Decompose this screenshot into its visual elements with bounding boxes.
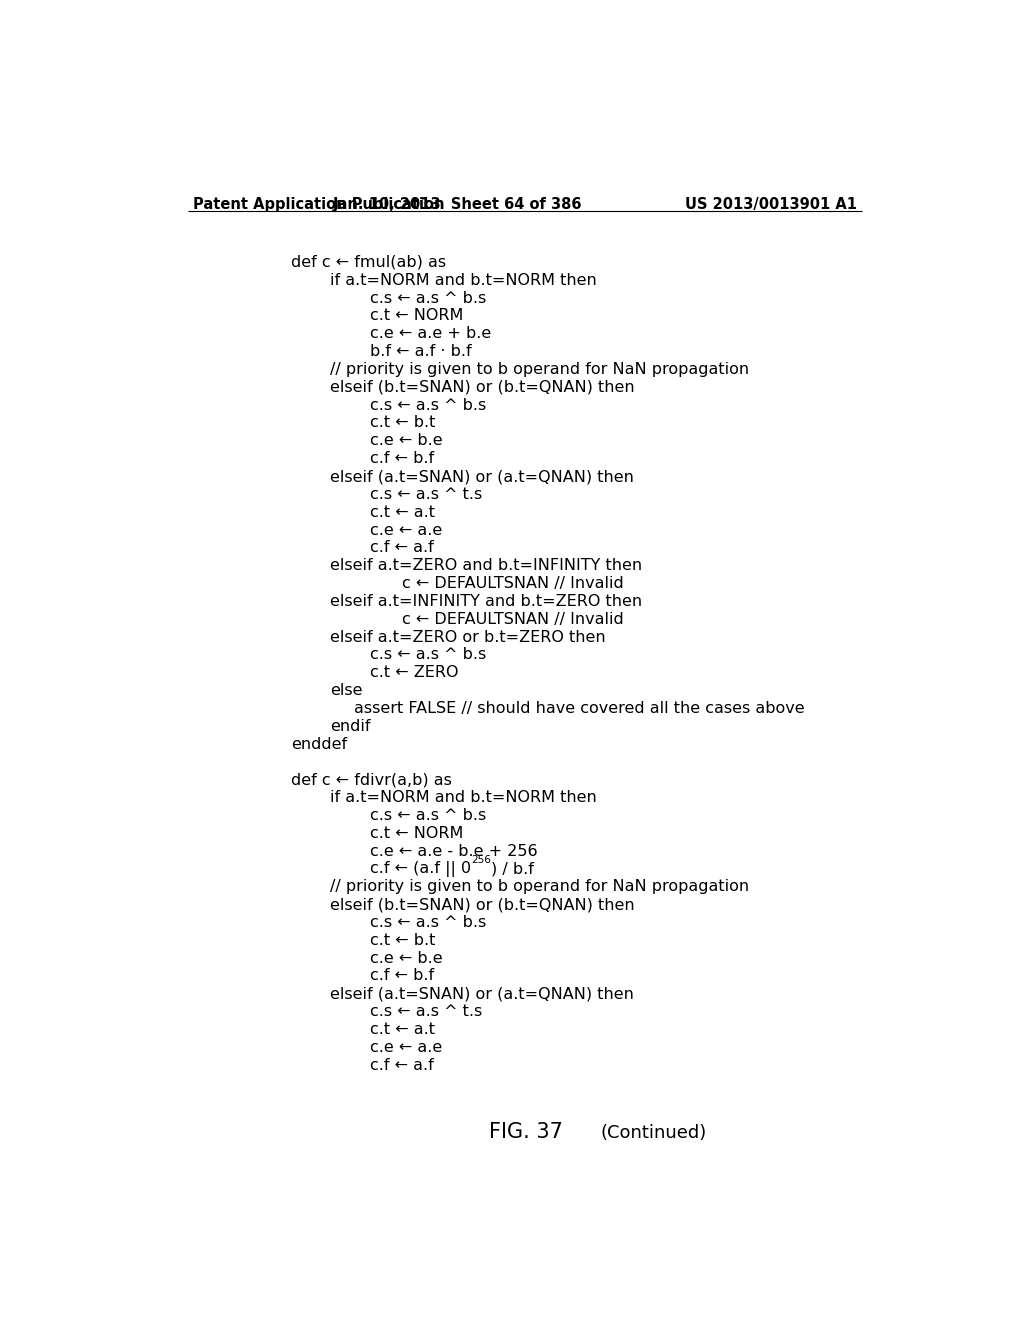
Text: elseif (b.t=SNAN) or (b.t=QNAN) then: elseif (b.t=SNAN) or (b.t=QNAN) then — [331, 380, 635, 395]
Text: c.t ← a.t: c.t ← a.t — [370, 1022, 435, 1038]
Text: c.s ← a.s ^ b.s: c.s ← a.s ^ b.s — [370, 397, 486, 413]
Text: assert FALSE // should have covered all the cases above: assert FALSE // should have covered all … — [354, 701, 805, 715]
Text: // priority is given to b operand for NaN propagation: // priority is given to b operand for Na… — [331, 879, 750, 894]
Text: FIG. 37: FIG. 37 — [489, 1122, 569, 1142]
Text: c.t ← NORM: c.t ← NORM — [370, 826, 464, 841]
Text: c.f ← a.f: c.f ← a.f — [370, 540, 434, 556]
Text: c.t ← ZERO: c.t ← ZERO — [370, 665, 459, 680]
Text: c ← DEFAULTSNAN // Invalid: c ← DEFAULTSNAN // Invalid — [401, 611, 624, 627]
Text: c.e ← a.e: c.e ← a.e — [370, 1040, 442, 1055]
Text: US 2013/0013901 A1: US 2013/0013901 A1 — [684, 197, 856, 213]
Text: elseif a.t=INFINITY and b.t=ZERO then: elseif a.t=INFINITY and b.t=ZERO then — [331, 594, 642, 609]
Text: c.e ← b.e: c.e ← b.e — [370, 433, 442, 449]
Text: elseif (a.t=SNAN) or (a.t=QNAN) then: elseif (a.t=SNAN) or (a.t=QNAN) then — [331, 469, 634, 484]
Text: if a.t=NORM and b.t=NORM then: if a.t=NORM and b.t=NORM then — [331, 791, 597, 805]
Text: c.f ← (a.f || 0: c.f ← (a.f || 0 — [370, 862, 471, 878]
Text: c.s ← a.s ^ b.s: c.s ← a.s ^ b.s — [370, 290, 486, 306]
Text: Patent Application Publication: Patent Application Publication — [194, 197, 444, 213]
Text: c.e ← a.e + b.e: c.e ← a.e + b.e — [370, 326, 492, 342]
Text: enddef: enddef — [291, 737, 347, 751]
Text: c ← DEFAULTSNAN // Invalid: c ← DEFAULTSNAN // Invalid — [401, 576, 624, 591]
Text: elseif (b.t=SNAN) or (b.t=QNAN) then: elseif (b.t=SNAN) or (b.t=QNAN) then — [331, 898, 635, 912]
Text: if a.t=NORM and b.t=NORM then: if a.t=NORM and b.t=NORM then — [331, 273, 597, 288]
Text: c.s ← a.s ^ t.s: c.s ← a.s ^ t.s — [370, 1005, 482, 1019]
Text: c.e ← a.e: c.e ← a.e — [370, 523, 442, 537]
Text: c.f ← b.f: c.f ← b.f — [370, 451, 434, 466]
Text: c.f ← a.f: c.f ← a.f — [370, 1057, 434, 1073]
Text: ) / b.f: ) / b.f — [492, 862, 534, 876]
Text: def c ← fmul(ab) as: def c ← fmul(ab) as — [291, 255, 445, 271]
Text: elseif a.t=ZERO and b.t=INFINITY then: elseif a.t=ZERO and b.t=INFINITY then — [331, 558, 642, 573]
Text: c.t ← NORM: c.t ← NORM — [370, 309, 464, 323]
Text: Jan. 10, 2013  Sheet 64 of 386: Jan. 10, 2013 Sheet 64 of 386 — [333, 197, 582, 213]
Text: c.s ← a.s ^ t.s: c.s ← a.s ^ t.s — [370, 487, 482, 502]
Text: c.s ← a.s ^ b.s: c.s ← a.s ^ b.s — [370, 647, 486, 663]
Text: c.t ← b.t: c.t ← b.t — [370, 416, 435, 430]
Text: c.t ← a.t: c.t ← a.t — [370, 504, 435, 520]
Text: (Continued): (Continued) — [600, 1125, 707, 1142]
Text: c.f ← b.f: c.f ← b.f — [370, 969, 434, 983]
Text: else: else — [331, 682, 362, 698]
Text: b.f ← a.f · b.f: b.f ← a.f · b.f — [370, 345, 472, 359]
Text: // priority is given to b operand for NaN propagation: // priority is given to b operand for Na… — [331, 362, 750, 378]
Text: 256: 256 — [471, 855, 492, 865]
Text: c.t ← b.t: c.t ← b.t — [370, 933, 435, 948]
Text: c.s ← a.s ^ b.s: c.s ← a.s ^ b.s — [370, 808, 486, 822]
Text: c.e ← b.e: c.e ← b.e — [370, 950, 442, 966]
Text: elseif a.t=ZERO or b.t=ZERO then: elseif a.t=ZERO or b.t=ZERO then — [331, 630, 606, 644]
Text: def c ← fdivr(a,b) as: def c ← fdivr(a,b) as — [291, 772, 452, 787]
Text: elseif (a.t=SNAN) or (a.t=QNAN) then: elseif (a.t=SNAN) or (a.t=QNAN) then — [331, 986, 634, 1002]
Text: endif: endif — [331, 719, 371, 734]
Text: c.e ← a.e - b.e + 256: c.e ← a.e - b.e + 256 — [370, 843, 538, 858]
Text: c.s ← a.s ^ b.s: c.s ← a.s ^ b.s — [370, 915, 486, 931]
